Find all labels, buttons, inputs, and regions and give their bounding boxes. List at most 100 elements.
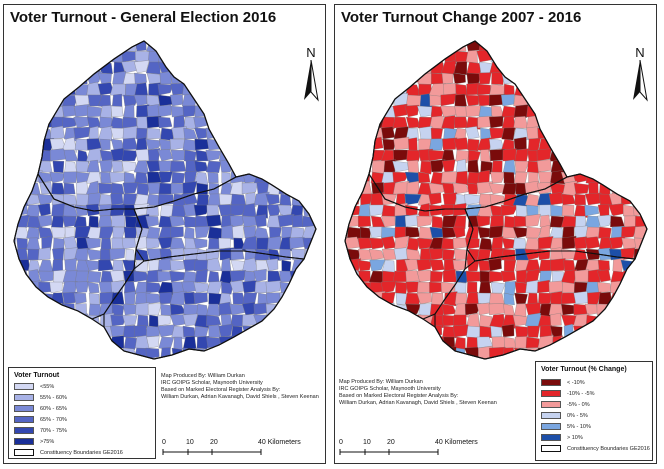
legend-swatch bbox=[14, 405, 34, 412]
electoral-division bbox=[134, 82, 149, 97]
electoral-division bbox=[14, 60, 27, 74]
electoral-division bbox=[551, 83, 564, 96]
electoral-division bbox=[39, 181, 53, 195]
electoral-division bbox=[305, 314, 316, 328]
electoral-division bbox=[597, 83, 614, 96]
electoral-division bbox=[345, 292, 349, 305]
electoral-division bbox=[633, 336, 647, 349]
electoral-division bbox=[466, 29, 481, 40]
electoral-division bbox=[38, 303, 54, 316]
electoral-division bbox=[584, 138, 601, 153]
electoral-division bbox=[345, 138, 349, 151]
electoral-division bbox=[347, 160, 359, 174]
electoral-division bbox=[97, 215, 113, 228]
electoral-division bbox=[253, 325, 270, 338]
electoral-division bbox=[368, 105, 383, 118]
electoral-division bbox=[112, 226, 126, 240]
electoral-division bbox=[620, 115, 637, 129]
electoral-division bbox=[358, 203, 371, 218]
electoral-division bbox=[85, 358, 100, 359]
electoral-division bbox=[267, 270, 282, 283]
electoral-division bbox=[405, 49, 421, 64]
electoral-division bbox=[266, 50, 283, 64]
electoral-division bbox=[477, 169, 490, 184]
electoral-division bbox=[345, 41, 349, 52]
electoral-division bbox=[99, 159, 114, 173]
electoral-division bbox=[86, 48, 102, 63]
electoral-division bbox=[634, 149, 647, 164]
electoral-division bbox=[501, 41, 514, 52]
electoral-division bbox=[146, 104, 160, 118]
electoral-division bbox=[356, 93, 372, 107]
electoral-division bbox=[467, 159, 480, 174]
electoral-division bbox=[15, 357, 30, 359]
electoral-division bbox=[524, 72, 542, 85]
electoral-division bbox=[431, 215, 445, 229]
electoral-division bbox=[345, 49, 347, 63]
electoral-division bbox=[267, 236, 282, 250]
electoral-division bbox=[575, 347, 589, 359]
electoral-division bbox=[515, 72, 530, 85]
electoral-division bbox=[609, 160, 624, 173]
electoral-division bbox=[87, 270, 102, 283]
electoral-division bbox=[146, 193, 161, 206]
electoral-division bbox=[454, 116, 469, 129]
electoral-division bbox=[442, 137, 458, 151]
electoral-division bbox=[549, 149, 565, 163]
electoral-division bbox=[441, 171, 457, 184]
legend-label: 65% - 70% bbox=[40, 416, 67, 423]
legend-label: Constituency Boundaries GE2016 bbox=[567, 445, 650, 452]
scale-tick-label: 40 Kilometers bbox=[258, 439, 301, 446]
electoral-division bbox=[504, 281, 517, 296]
electoral-division bbox=[442, 192, 458, 206]
electoral-division bbox=[489, 292, 505, 305]
electoral-division bbox=[358, 313, 371, 327]
electoral-division bbox=[345, 72, 347, 85]
electoral-division bbox=[466, 259, 480, 272]
electoral-division bbox=[123, 29, 137, 40]
electoral-division bbox=[313, 325, 316, 338]
electoral-division bbox=[502, 148, 517, 162]
electoral-division bbox=[598, 126, 613, 140]
electoral-division bbox=[14, 170, 30, 184]
electoral-division bbox=[609, 236, 626, 250]
electoral-division bbox=[441, 226, 458, 239]
electoral-division bbox=[146, 94, 160, 107]
electoral-division bbox=[357, 259, 372, 272]
electoral-division bbox=[418, 303, 433, 317]
electoral-division bbox=[514, 160, 530, 173]
electoral-division bbox=[382, 41, 396, 52]
electoral-division bbox=[206, 346, 219, 359]
electoral-division bbox=[26, 29, 40, 40]
electoral-division bbox=[525, 226, 542, 239]
electoral-division bbox=[41, 235, 53, 251]
electoral-division bbox=[357, 324, 373, 338]
electoral-division bbox=[503, 83, 515, 97]
electoral-division bbox=[360, 83, 373, 97]
electoral-division bbox=[441, 182, 455, 195]
electoral-division bbox=[14, 226, 16, 240]
electoral-division bbox=[110, 358, 126, 359]
electoral-division bbox=[345, 94, 359, 107]
electoral-division bbox=[634, 138, 647, 151]
electoral-division bbox=[232, 72, 244, 85]
electoral-division bbox=[86, 41, 102, 52]
electoral-division bbox=[291, 116, 306, 130]
electoral-division bbox=[111, 160, 123, 173]
electoral-division bbox=[158, 171, 173, 184]
electoral-division bbox=[14, 259, 18, 274]
electoral-division bbox=[313, 346, 316, 359]
electoral-division bbox=[645, 314, 647, 327]
electoral-division bbox=[345, 160, 350, 175]
electoral-division bbox=[65, 335, 76, 350]
electoral-division bbox=[123, 104, 135, 119]
electoral-division bbox=[61, 61, 79, 74]
electoral-division bbox=[466, 182, 479, 195]
electoral-division bbox=[316, 127, 325, 139]
legend-swatch bbox=[541, 412, 561, 419]
electoral-division bbox=[490, 281, 506, 294]
electoral-division bbox=[442, 248, 455, 261]
electoral-division bbox=[372, 346, 384, 359]
electoral-division bbox=[289, 171, 306, 186]
electoral-division bbox=[575, 71, 589, 85]
